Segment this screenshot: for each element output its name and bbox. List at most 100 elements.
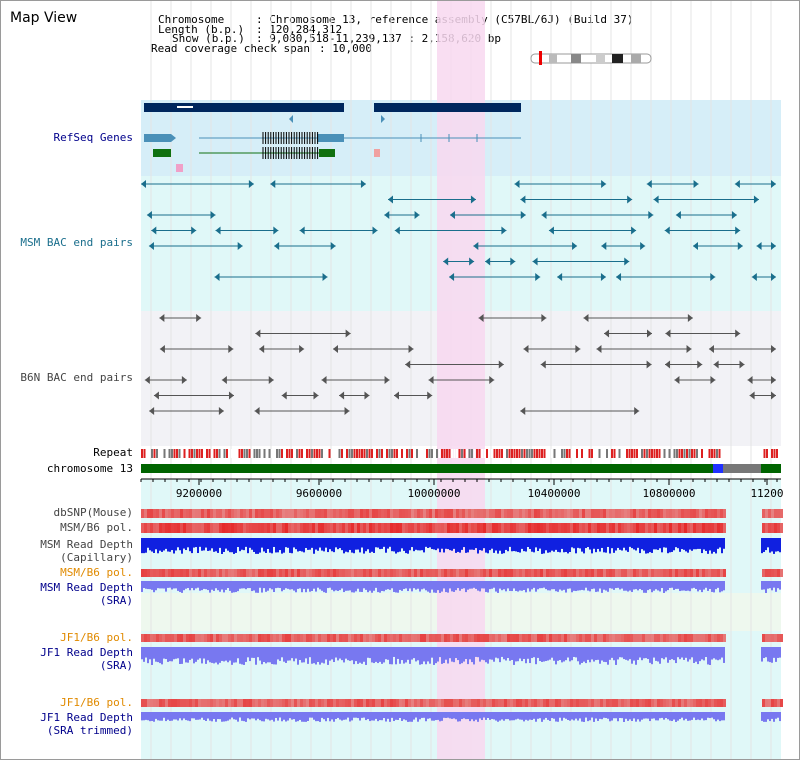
msm-capillary-depth-bar — [499, 538, 501, 551]
dbsnp-strip — [609, 509, 612, 518]
repeat-segment — [673, 449, 676, 458]
msm-sra-depth-bar — [293, 581, 295, 591]
msm-sra-depth-bar — [413, 581, 415, 589]
msm-capillary-depth-bar — [495, 538, 497, 551]
jf1-trimmed-depth-bar — [547, 712, 549, 720]
dbsnp-strip — [558, 509, 561, 518]
dbsnp-strip — [333, 509, 336, 518]
jf1-sra-depth-bar — [577, 647, 579, 662]
repeat-segment — [323, 449, 326, 458]
jf1-trimmed-depth-bar — [665, 712, 667, 719]
repeat-segment — [436, 449, 438, 458]
msm-pol-strip — [264, 523, 267, 533]
jf1-sra-depth-bar — [359, 647, 361, 663]
jf1-pol-strip-2 — [543, 699, 546, 707]
msm-pol-strip-2 — [600, 569, 603, 577]
msm-sra-depth-bar — [649, 581, 651, 590]
jf1-trimmed-depth-bar — [695, 712, 697, 721]
b6n-bac-end — [686, 345, 692, 353]
msm-capillary-depth-bar — [203, 538, 205, 551]
repeat-segment — [233, 449, 236, 458]
jf1-trimmed-depth-bar — [399, 712, 401, 718]
jf1-sra-depth-bar — [695, 647, 697, 662]
jf1-pol-strip — [660, 634, 663, 642]
jf1-sra-depth-bar — [189, 647, 191, 660]
msm-sra-depth-bar — [679, 581, 681, 592]
msm-sra-depth-bar — [249, 581, 251, 589]
msm-pol-strip-2 — [636, 569, 639, 577]
dbsnp-strip — [774, 509, 777, 518]
msm-capillary-depth-bar — [579, 538, 581, 549]
msm-sra-depth-bar — [533, 581, 535, 588]
msm-sra-depth-bar — [553, 581, 555, 590]
msm-pol-strip-2 — [501, 569, 504, 577]
msm-capillary-depth-bar — [261, 538, 263, 548]
jf1-sra-depth-bar — [593, 647, 595, 662]
msm-capillary-depth-bar — [555, 538, 557, 550]
jf1-trimmed-depth-bar — [393, 712, 395, 722]
repeat-segment — [368, 449, 371, 458]
jf1-pol-strip — [441, 634, 444, 642]
label-jf1-depth-sra: JF1 Read Depth — [40, 646, 133, 659]
repeat-segment — [588, 449, 591, 458]
jf1-sra-depth-bar — [371, 647, 373, 663]
msm-bac-end — [572, 242, 578, 250]
jf1-trimmed-depth-bar — [573, 712, 575, 721]
jf1-pol-strip-2 — [324, 699, 327, 707]
msm-pol-strip — [693, 523, 696, 533]
jf1-sra-depth-bar — [561, 647, 563, 663]
jf1-sra-depth-bar — [489, 647, 491, 660]
jf1-pol-strip — [465, 634, 468, 642]
msm-bac-end — [648, 211, 654, 219]
repeat-segment — [438, 449, 441, 458]
msm-sra-depth-bar — [149, 581, 151, 590]
dbsnp-strip — [201, 509, 204, 518]
label-jf1-depth-trimmed: JF1 Read Depth — [40, 711, 133, 724]
repeat-segment — [263, 449, 266, 458]
jf1-pol-strip-2 — [360, 699, 363, 707]
jf1-pol-strip — [582, 634, 585, 642]
jf1-pol-strip — [186, 634, 189, 642]
msm-pol-strip-2 — [465, 569, 468, 577]
jf1-sra-depth-bar — [339, 647, 341, 659]
label-msm-b6-pol: MSM/B6 pol. — [60, 521, 133, 534]
repeat-segment — [191, 449, 193, 458]
jf1-trimmed-depth-bar — [379, 712, 381, 721]
jf1-pol-strip — [654, 634, 657, 642]
jf1-trimmed-depth-bar — [405, 712, 407, 721]
dbsnp-strip — [387, 509, 390, 518]
b6n-bac-end — [646, 360, 652, 369]
jf1-sra-depth-bar — [223, 647, 225, 662]
repeat-segment — [231, 449, 233, 458]
jf1-sra-depth-bar — [169, 647, 171, 662]
msm-bac-end — [541, 211, 547, 219]
msm-pol-strip-2 — [603, 569, 606, 577]
repeat-segment — [261, 449, 263, 458]
jf1-pol-strip-2 — [186, 699, 189, 707]
ideogram-band — [596, 54, 605, 63]
msm-bac-end — [646, 180, 652, 188]
repeat-segment — [683, 449, 686, 458]
msm-capillary-depth-bar — [461, 538, 463, 550]
msm-pol-strip — [249, 523, 252, 533]
jf1-trimmed-depth-bar — [229, 712, 231, 720]
msm-pol-strip — [666, 523, 669, 533]
msm-capillary-depth-bar — [211, 538, 213, 549]
msm-capillary-depth-bar — [603, 538, 605, 553]
dbsnp-strip — [378, 509, 381, 518]
jf1-trimmed-depth-bar — [187, 712, 189, 721]
msm-capillary-depth-bar — [387, 538, 389, 549]
msm-pol-strip — [594, 523, 597, 533]
msm-sra-depth-bar — [365, 581, 367, 590]
msm-pol-strip-2 — [531, 569, 534, 577]
jf1-pol-strip — [183, 634, 186, 642]
msm-capillary-depth-bar — [643, 538, 645, 551]
repeat-segment — [651, 449, 653, 458]
dbsnp-strip — [240, 509, 243, 518]
repeat-segment — [173, 449, 176, 458]
msm-pol-strip-2 — [342, 569, 345, 577]
axis-tick-label: 10400000 — [528, 487, 581, 500]
jf1-pol-strip-2 — [297, 699, 300, 707]
msm-sra-depth-bar — [693, 581, 695, 588]
